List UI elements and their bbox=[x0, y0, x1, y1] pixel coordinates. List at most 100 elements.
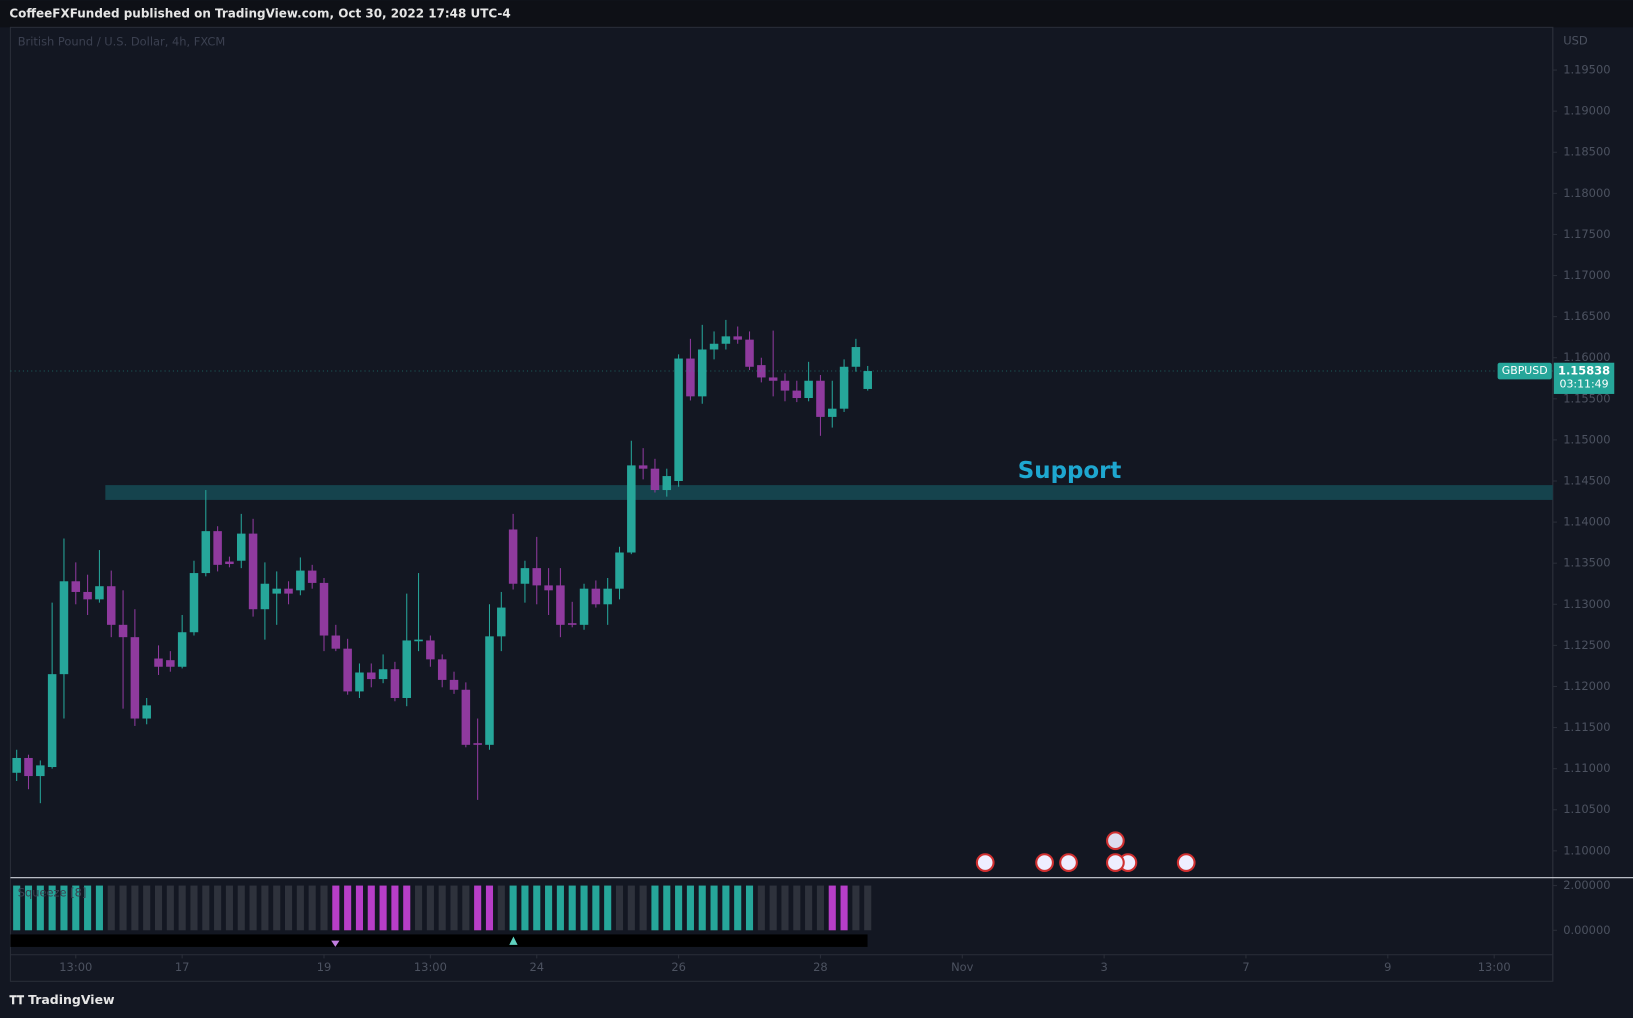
squeeze-bar bbox=[403, 885, 411, 931]
candle-body bbox=[627, 465, 636, 553]
squeeze-bar bbox=[190, 885, 198, 931]
candle-body bbox=[12, 757, 21, 773]
squeeze-bar bbox=[225, 885, 233, 931]
y-tick-label: 1.14500 bbox=[1563, 474, 1610, 488]
header-bar bbox=[0, 0, 1633, 28]
symbol-label: GBPUSD bbox=[1502, 364, 1548, 377]
y-tick-label: 1.13500 bbox=[1563, 556, 1610, 570]
support-zone bbox=[105, 485, 1553, 500]
candle-body bbox=[520, 568, 530, 584]
squeeze-bar bbox=[202, 885, 210, 931]
x-tick-label: 3 bbox=[1100, 960, 1107, 974]
candle-body bbox=[355, 672, 364, 692]
x-tick-label: 28 bbox=[813, 960, 828, 974]
signal-down bbox=[331, 940, 340, 947]
candle-body bbox=[390, 669, 400, 698]
candle-body bbox=[851, 347, 861, 367]
price-tag bbox=[1553, 362, 1615, 394]
candle-body bbox=[508, 529, 518, 584]
y-tick-label: 1.16000 bbox=[1563, 350, 1610, 364]
squeeze-bar bbox=[391, 885, 399, 931]
squeeze-bar bbox=[131, 885, 139, 931]
candle-body bbox=[686, 358, 695, 397]
candle-body bbox=[662, 476, 672, 491]
squeeze-bar bbox=[497, 885, 505, 931]
squeeze-bar bbox=[273, 885, 281, 931]
y-tick-label: 1.16500 bbox=[1563, 309, 1610, 323]
chart-title: British Pound / U.S. Dollar, 4h, FXCM bbox=[18, 34, 226, 48]
chart-frame bbox=[9, 26, 1554, 982]
candle-body bbox=[331, 635, 341, 649]
event-flag[interactable] bbox=[1106, 831, 1125, 851]
squeeze-bar bbox=[84, 885, 92, 931]
squeeze-bar bbox=[604, 885, 612, 931]
event-flag[interactable] bbox=[1035, 853, 1054, 872]
squeeze-bar bbox=[663, 885, 671, 931]
y-tick-label: 1.17000 bbox=[1563, 268, 1610, 282]
squeeze-bar bbox=[686, 885, 694, 931]
y-tick-label: 1.14000 bbox=[1563, 515, 1610, 529]
candle-body bbox=[792, 390, 802, 398]
squeeze-bar bbox=[781, 885, 789, 931]
event-flag[interactable] bbox=[1176, 853, 1196, 872]
candle-body bbox=[603, 588, 612, 605]
squeeze-bar bbox=[344, 885, 352, 931]
candle-body bbox=[142, 705, 151, 719]
y-tick-label: 1.15000 bbox=[1563, 432, 1610, 446]
support-label: Support bbox=[1018, 458, 1122, 484]
signal-up bbox=[509, 936, 518, 945]
candle-body bbox=[697, 349, 707, 397]
symbol-tag bbox=[1497, 362, 1552, 380]
y-tick-label: 1.13000 bbox=[1563, 597, 1610, 611]
x-tick-label: 13:00 bbox=[59, 960, 92, 974]
squeeze-bar bbox=[415, 885, 423, 931]
candle-body bbox=[709, 343, 719, 350]
event-flag[interactable] bbox=[1059, 853, 1078, 872]
candle-body bbox=[591, 588, 601, 605]
squeeze-bar bbox=[816, 885, 824, 931]
squeeze-bar bbox=[710, 885, 718, 931]
squeeze-bar bbox=[367, 885, 375, 931]
squeeze-bar bbox=[450, 885, 458, 931]
candle-body bbox=[319, 582, 329, 636]
candle-body bbox=[768, 377, 778, 381]
candle-body bbox=[745, 339, 754, 367]
footer-brand-text: TradingView bbox=[28, 992, 115, 1007]
candle-body bbox=[225, 561, 234, 565]
squeeze-bar bbox=[308, 885, 316, 931]
y-tick-label: 1.19000 bbox=[1563, 104, 1610, 118]
y-tick-label: 1.12500 bbox=[1563, 638, 1610, 652]
candle-body bbox=[721, 336, 731, 344]
candle-body bbox=[95, 586, 104, 600]
squeeze-bar bbox=[698, 885, 706, 931]
candle-body bbox=[189, 573, 199, 633]
candle-body bbox=[497, 607, 506, 637]
candle-body bbox=[71, 581, 81, 592]
candle-body bbox=[449, 679, 459, 690]
squeeze-bar bbox=[639, 885, 647, 931]
event-flag[interactable] bbox=[1106, 853, 1125, 872]
candle-body bbox=[839, 366, 849, 409]
squeeze-bar bbox=[24, 885, 33, 931]
x-tick-label: 17 bbox=[175, 960, 190, 974]
squeeze-strip bbox=[10, 934, 868, 947]
squeeze-bar bbox=[864, 885, 872, 931]
last-price-label: 1.15838 bbox=[1558, 364, 1610, 378]
candle-body bbox=[154, 658, 163, 667]
candle-body bbox=[260, 583, 270, 610]
candle-body bbox=[367, 672, 376, 680]
candle-body bbox=[757, 365, 766, 378]
x-tick-label: Nov bbox=[951, 960, 974, 974]
candle-body bbox=[378, 669, 388, 680]
candle-body bbox=[296, 570, 305, 591]
candle-body bbox=[473, 743, 482, 745]
squeeze-bar bbox=[757, 885, 765, 931]
squeeze-bar bbox=[545, 885, 553, 931]
candle-body bbox=[426, 640, 435, 660]
candle-body bbox=[532, 568, 542, 586]
squeeze-bar bbox=[320, 885, 328, 931]
squeeze-bar bbox=[178, 885, 186, 931]
event-flag[interactable] bbox=[975, 853, 995, 872]
candle-body bbox=[461, 689, 471, 745]
